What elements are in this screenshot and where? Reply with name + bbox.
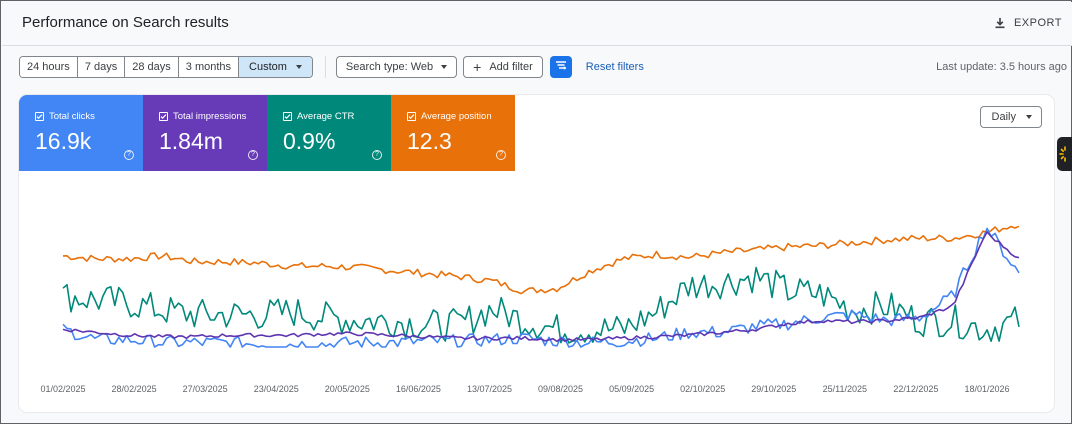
metric-label: Average CTR — [297, 111, 355, 122]
search-type-dropdown[interactable]: Search type: Web — [335, 56, 458, 78]
side-panel-tab[interactable] — [1057, 137, 1072, 171]
metric-value: 12.3 — [407, 128, 452, 154]
x-tick-label: 01/02/2025 — [40, 384, 85, 394]
date-range-selector: 24 hours 7 days 28 days 3 months Custom — [19, 56, 313, 78]
metric-average-position[interactable]: Average position 12.3 ? — [391, 95, 515, 171]
plus-icon: + — [473, 59, 482, 75]
range-7-days[interactable]: 7 days — [77, 57, 126, 77]
caret-down-icon — [295, 65, 302, 69]
metric-label-row: Average CTR — [283, 111, 354, 122]
x-tick-label: 27/03/2025 — [183, 384, 228, 394]
help-icon[interactable]: ? — [372, 150, 382, 160]
metric-label-row: Total impressions — [159, 111, 246, 122]
x-tick-label: 02/10/2025 — [680, 384, 725, 394]
x-tick-label: 13/07/2025 — [467, 384, 512, 394]
metric-total-impressions[interactable]: Total impressions 1.84m ? — [143, 95, 267, 171]
metric-label: Total impressions — [173, 111, 247, 122]
caret-down-icon — [441, 65, 448, 69]
x-tick-label: 20/05/2025 — [325, 384, 370, 394]
sparkle-icon — [1059, 146, 1066, 162]
metric-label: Total clicks — [49, 111, 95, 122]
x-tick-label: 16/06/2025 — [396, 384, 441, 394]
help-icon[interactable]: ? — [496, 150, 506, 160]
granularity-dropdown[interactable]: Daily — [979, 106, 1042, 128]
filter-settings-button[interactable] — [549, 56, 572, 78]
toolbar-divider — [324, 56, 326, 78]
filter-list-icon — [555, 58, 567, 76]
export-button[interactable]: EXPORT — [994, 12, 1062, 34]
help-icon[interactable]: ? — [248, 150, 258, 160]
metric-value: 1.84m — [159, 128, 223, 154]
add-filter-button[interactable]: + Add filter — [463, 56, 543, 78]
series-line-average-position — [62, 225, 1020, 295]
search-type-label: Search type: Web — [345, 61, 434, 73]
performance-chart-card: 01/02/2025 28/02/2025 27/03/2025 23/04/2025… — [19, 95, 1054, 412]
checkbox-checked-icon — [407, 112, 416, 121]
metric-total-clicks[interactable]: Total clicks 16.9k ? — [19, 95, 143, 171]
help-icon[interactable]: ? — [124, 150, 134, 160]
x-tick-label: 28/02/2025 — [112, 384, 157, 394]
range-3-months[interactable]: 3 months — [178, 57, 240, 77]
metric-label-row: Total clicks — [35, 111, 95, 122]
x-tick-label: 23/04/2025 — [254, 384, 299, 394]
metric-label-row: Average position — [407, 111, 492, 122]
metric-value: 16.9k — [35, 128, 92, 154]
range-28-days[interactable]: 28 days — [125, 57, 179, 77]
caret-down-icon — [1026, 115, 1032, 119]
x-tick-label: 09/08/2025 — [538, 384, 583, 394]
page-header: Performance on Search results EXPORT — [2, 2, 1072, 46]
granularity-label: Daily — [991, 111, 1016, 123]
x-tick-label: 25/11/2025 — [823, 384, 867, 394]
series-line-average-ctr — [62, 266, 1020, 344]
export-label: EXPORT — [1013, 17, 1062, 29]
x-tick-label: 05/09/2025 — [609, 384, 654, 394]
checkbox-checked-icon — [283, 112, 292, 121]
x-tick-label: 22/12/2025 — [893, 384, 938, 394]
last-update-text: Last update: 3.5 hours ago — [936, 61, 1067, 73]
metric-label: Average position — [421, 111, 492, 122]
reset-filters-link[interactable]: Reset filters — [585, 61, 644, 73]
checkbox-checked-icon — [35, 112, 44, 121]
series-line-total-clicks — [62, 227, 1020, 348]
range-custom[interactable]: Custom — [239, 57, 312, 77]
filter-toolbar: 24 hours 7 days 28 days 3 months Custom … — [19, 56, 644, 78]
metric-value: 0.9% — [283, 128, 336, 154]
x-tick-label: 18/01/2026 — [964, 384, 1009, 394]
x-tick-label: 29/10/2025 — [751, 384, 796, 394]
range-24-hours[interactable]: 24 hours — [20, 57, 78, 77]
checkbox-checked-icon — [159, 112, 168, 121]
range-custom-label: Custom — [249, 61, 287, 73]
page-title: Performance on Search results — [22, 14, 229, 31]
series-line-total-impressions — [62, 231, 1020, 343]
performance-line-chart: 01/02/2025 28/02/2025 27/03/2025 23/04/2025… — [40, 225, 1020, 394]
add-filter-label: Add filter — [489, 61, 533, 73]
metric-average-ctr[interactable]: Average CTR 0.9% ? — [267, 95, 391, 171]
download-icon — [994, 17, 1006, 29]
